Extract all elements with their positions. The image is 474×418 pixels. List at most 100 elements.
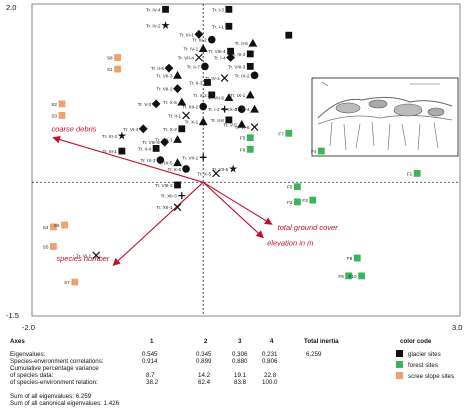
diamond-marker bbox=[151, 99, 161, 109]
plus-marker bbox=[178, 192, 186, 200]
square-marker bbox=[413, 169, 421, 177]
point-label: Tr. IX-2 bbox=[235, 73, 250, 78]
point-label: Tr. XI-3 bbox=[102, 134, 117, 139]
point-label: Tr. II-8 bbox=[211, 118, 225, 123]
cca-ordination-chart: coarse debris total ground cover elevation… bbox=[6, 3, 462, 332]
legend-swatch-forest bbox=[396, 361, 403, 368]
square-marker bbox=[246, 145, 254, 153]
square-marker bbox=[118, 147, 126, 155]
legend-label-forest: forest sites bbox=[408, 362, 438, 369]
square-marker bbox=[246, 50, 254, 58]
point-label: S1 bbox=[107, 67, 113, 72]
stat-value: 0.880 bbox=[232, 358, 248, 365]
square-marker bbox=[293, 183, 301, 191]
square-marker bbox=[285, 31, 293, 39]
stat-value: 0.231 bbox=[262, 351, 278, 358]
point-label: Tr. XII-1 bbox=[156, 205, 173, 210]
point-label: S4 bbox=[43, 225, 49, 230]
sum-canonical-eigenvalues: Sum of all canonical eigenvalues: 1.426 bbox=[10, 400, 120, 407]
triangle-marker bbox=[198, 117, 208, 126]
diamond-marker bbox=[194, 29, 204, 39]
point-label: F4 bbox=[311, 149, 317, 154]
stat-value: 100.0 bbox=[262, 379, 278, 386]
diamond-marker bbox=[226, 53, 235, 62]
point-label: Tr. I-1 bbox=[212, 24, 224, 29]
diamond-marker bbox=[160, 137, 170, 147]
square-marker bbox=[225, 22, 233, 30]
point-label: Tr. X-1 bbox=[185, 120, 199, 125]
point-label: F5 bbox=[240, 136, 246, 141]
point-label: Tr. IX-3 bbox=[141, 158, 156, 163]
triangle-marker bbox=[198, 44, 208, 52]
stat-value: 19.1 bbox=[234, 372, 247, 379]
triangle-marker bbox=[224, 93, 234, 101]
vector-label: total ground cover bbox=[278, 223, 339, 232]
point-label: Tr. VI-1 bbox=[76, 253, 91, 258]
vector-arrow bbox=[52, 135, 204, 183]
point-label: F6 bbox=[240, 147, 246, 152]
point-label: S3 bbox=[51, 113, 57, 118]
point-label: Tr. I-3 bbox=[212, 7, 224, 12]
triangle-marker bbox=[245, 90, 255, 99]
stat-value: 83.8 bbox=[234, 379, 247, 386]
cross-marker bbox=[182, 111, 190, 120]
stat-value: 38.2 bbox=[146, 379, 159, 386]
stat-value: 62.4 bbox=[198, 379, 211, 386]
square-marker bbox=[345, 272, 353, 280]
point-label: Tr. VII-2 bbox=[156, 87, 173, 92]
point-label: Tr. VIII-3 bbox=[228, 64, 246, 69]
plot-frame bbox=[31, 3, 461, 317]
square-marker bbox=[353, 254, 361, 262]
point-label: Tr. IX-5 bbox=[158, 161, 173, 166]
circle-marker bbox=[207, 35, 216, 44]
stat-value: 22.8 bbox=[264, 372, 277, 379]
point-label: Tr. IV-3 bbox=[205, 76, 220, 81]
point-label: Tr. VII-4 bbox=[178, 55, 195, 60]
point-label: S6 bbox=[54, 223, 60, 228]
vector-arrow bbox=[112, 181, 204, 266]
point-label: F1 bbox=[407, 171, 413, 176]
point-label: F3 bbox=[302, 198, 308, 203]
point-label: Tr. VI-4 bbox=[123, 127, 138, 132]
axis-2-header: 2 bbox=[204, 338, 208, 345]
point-label: F5 bbox=[287, 185, 293, 190]
star-marker bbox=[229, 164, 238, 173]
square-marker bbox=[317, 147, 325, 155]
point-label: Tr. II-1 bbox=[168, 113, 182, 118]
sum-all-eigenvalues: Sum of all eigenvalues: 6.259 bbox=[10, 393, 92, 400]
square-marker bbox=[285, 129, 293, 137]
total-inertia-header: Total inertia bbox=[304, 338, 339, 345]
vector-label: species number bbox=[56, 254, 109, 263]
square-marker bbox=[225, 116, 233, 124]
square-marker bbox=[174, 181, 181, 189]
axis-4-header: 4 bbox=[270, 338, 274, 345]
point-label: Tr. IV-2 bbox=[146, 23, 161, 28]
site-points: Tr. IV-4Tr. IV-2Tr. I-3Tr. I-1Tr. III-1T… bbox=[43, 5, 421, 286]
y-min-tick-label: -1.5 bbox=[6, 311, 19, 320]
row-label: Species-environment correlations: bbox=[10, 358, 104, 365]
point-label: Tr. VII-3 bbox=[156, 73, 173, 78]
series-group: F7 F5 F6 F4 F1 F5 F2 F3 F8 F9 F10 bbox=[240, 129, 421, 280]
point-label: F10 bbox=[349, 274, 357, 279]
point-label: Tr. III-1 bbox=[102, 149, 117, 154]
point-label: Tr. V-3 bbox=[138, 102, 152, 107]
point-label: Tr. VIII-5 bbox=[142, 140, 160, 145]
diamond-marker bbox=[164, 63, 174, 73]
vector-arrow bbox=[202, 181, 273, 225]
square-marker bbox=[246, 134, 254, 142]
plus-marker bbox=[221, 105, 228, 113]
total-inertia-value: 6.259 bbox=[306, 351, 322, 358]
circle-marker bbox=[250, 71, 259, 80]
square-marker bbox=[50, 243, 57, 250]
star-marker bbox=[161, 21, 170, 29]
x-max-tick-label: 3.0 bbox=[452, 323, 462, 332]
point-label: Tr. II-6 bbox=[235, 41, 249, 46]
point-label: F2 bbox=[287, 200, 293, 205]
point-label: Tr. III-1 bbox=[180, 32, 195, 37]
row-label: of species-environment relation: bbox=[10, 379, 98, 386]
triangle-marker bbox=[173, 70, 182, 79]
point-label: Tr. IX-4 bbox=[222, 107, 237, 112]
row-label: Eigenvalues: bbox=[10, 351, 46, 358]
axis-3-header: 3 bbox=[238, 338, 242, 345]
